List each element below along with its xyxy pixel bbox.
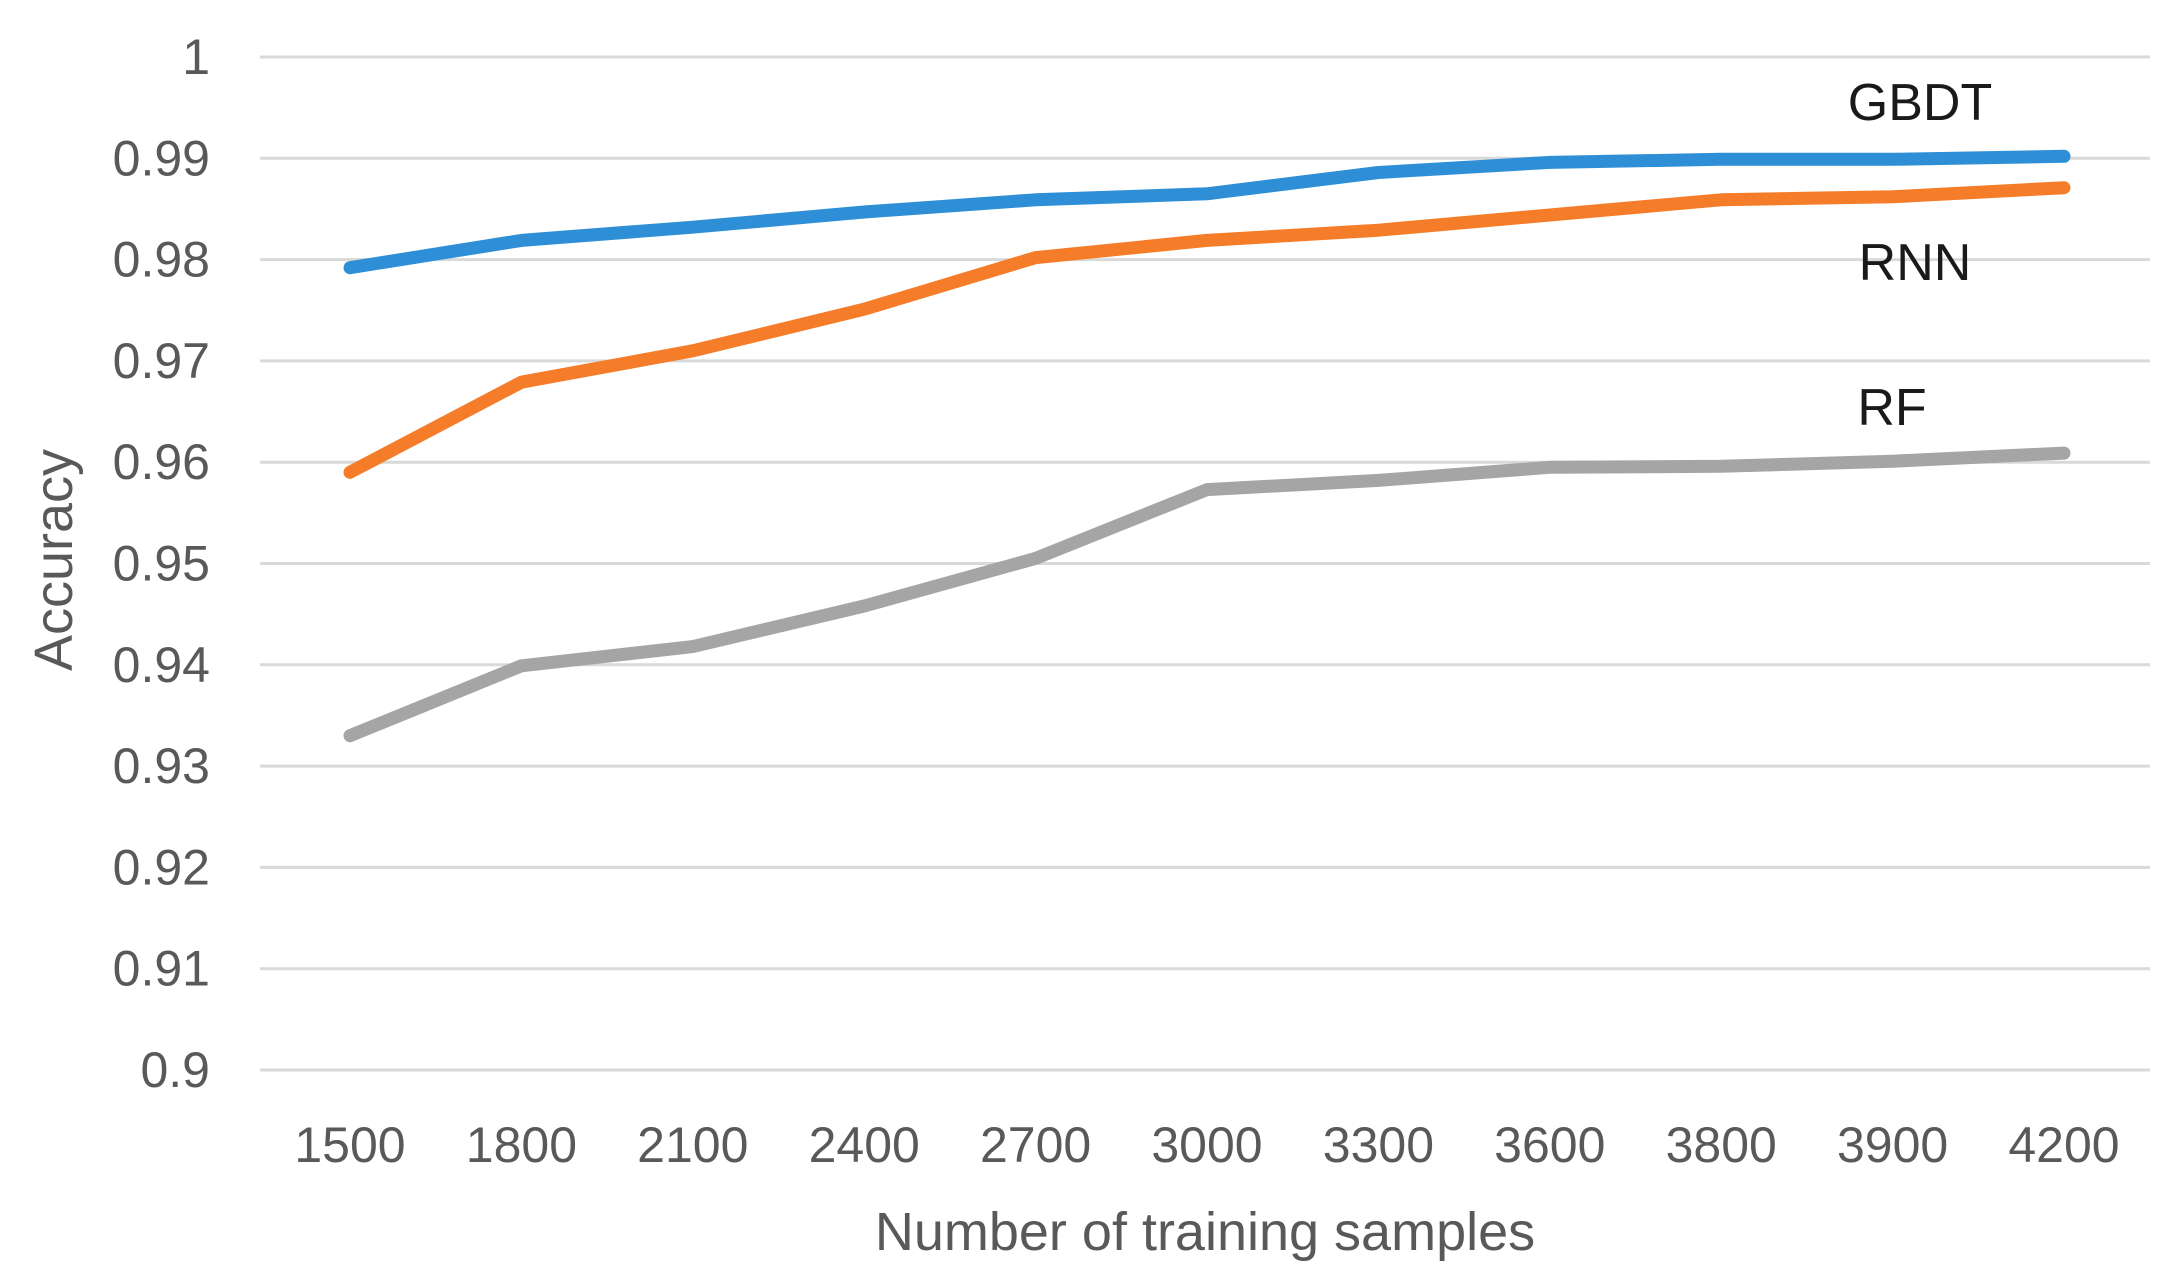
series-labels: GBDT RNN RF xyxy=(1848,74,1992,437)
x-tick-label: 3600 xyxy=(1494,1117,1605,1173)
series-line-rf xyxy=(343,446,2071,743)
y-axis-ticks: 0.9 0.91 0.92 0.93 0.94 0.95 0.96 0.97 0.98 0.99 1 xyxy=(113,29,210,1098)
x-tick-label: 3800 xyxy=(1666,1117,1777,1173)
series-line-gbdt xyxy=(343,149,2071,275)
x-tick-label: 4200 xyxy=(2008,1117,2119,1173)
x-tick-label: 2400 xyxy=(809,1117,920,1173)
y-axis-title: Accuracy xyxy=(24,449,84,671)
x-axis-ticks: 1500 1800 2100 2400 2700 3000 3300 3600 3800 3900… xyxy=(294,1117,2119,1173)
y-tick-label: 0.91 xyxy=(113,941,210,997)
y-tick-label: 0.95 xyxy=(113,536,210,592)
gridlines xyxy=(260,55,2150,1072)
x-tick-label: 2100 xyxy=(637,1117,748,1173)
x-axis-title: Number of training samples xyxy=(875,1202,1535,1262)
x-tick-label: 3000 xyxy=(1151,1117,1262,1173)
y-tick-label: 0.96 xyxy=(113,434,210,490)
x-tick-label: 3300 xyxy=(1323,1117,1434,1173)
y-tick-label: 0.93 xyxy=(113,738,210,794)
y-tick-label: 1 xyxy=(182,29,210,85)
series-label-gbdt: GBDT xyxy=(1848,74,1992,132)
x-tick-label: 2700 xyxy=(980,1117,1091,1173)
y-tick-label: 0.9 xyxy=(140,1042,210,1098)
y-tick-label: 0.98 xyxy=(113,232,210,288)
y-tick-label: 0.97 xyxy=(113,333,210,389)
y-tick-label: 0.99 xyxy=(113,130,210,186)
series-label-rnn: RNN xyxy=(1859,234,1972,292)
y-tick-label: 0.92 xyxy=(113,839,210,895)
x-tick-label: 1800 xyxy=(466,1117,577,1173)
series-lines xyxy=(343,149,2071,743)
x-tick-label: 3900 xyxy=(1837,1117,1948,1173)
series-label-rf: RF xyxy=(1857,379,1926,437)
y-tick-label: 0.94 xyxy=(113,637,210,693)
x-tick-label: 1500 xyxy=(294,1117,405,1173)
